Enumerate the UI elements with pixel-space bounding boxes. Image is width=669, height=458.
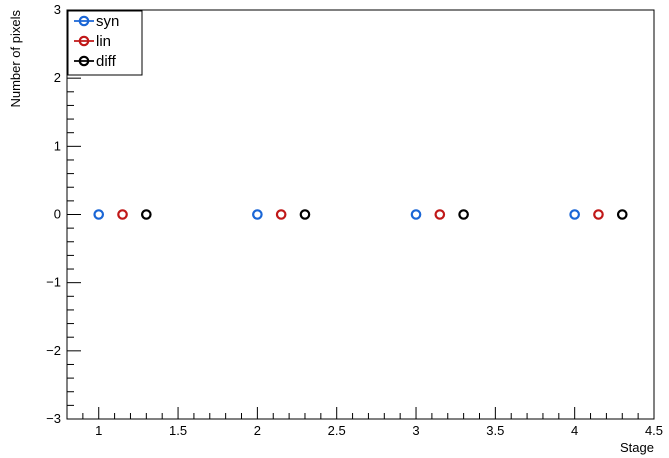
x-tick-label: 3 <box>412 423 419 438</box>
y-tick-label: 1 <box>54 138 61 153</box>
x-tick-label: 4 <box>571 423 578 438</box>
legend-marker-lin <box>78 35 90 47</box>
data-point-diff <box>616 209 628 220</box>
x-axis-title: Stage <box>620 440 654 455</box>
plot-border <box>66 9 655 420</box>
data-point-syn <box>93 209 105 220</box>
legend-label-lin: lin <box>96 33 111 50</box>
data-point-lin <box>593 209 604 220</box>
data-point-syn <box>410 209 422 220</box>
legend-label-diff: diff <box>96 53 117 70</box>
data-point-lin <box>117 209 128 220</box>
x-tick-label: 4.5 <box>645 423 663 438</box>
data-point-diff <box>299 209 311 220</box>
data-point-diff <box>141 209 152 220</box>
y-axis: −3 −2 −1 0 1 2 3 <box>46 2 81 426</box>
data-point-lin <box>434 209 446 220</box>
data-points <box>93 209 628 220</box>
x-tick-label: 2 <box>254 423 261 438</box>
legend-label-syn: syn <box>96 13 119 30</box>
y-axis-title: Number of pixels <box>8 10 23 108</box>
data-point-lin <box>275 209 287 220</box>
data-point-syn <box>569 209 580 220</box>
plot-frame <box>66 9 655 420</box>
x-tick-label: 2.5 <box>328 423 346 438</box>
y-tick-label: 2 <box>54 70 61 85</box>
legend-marker-syn <box>78 15 90 27</box>
x-tick-label: 1.5 <box>169 423 187 438</box>
x-axis: 1 1.5 2 2.5 3 3.5 4 4.5 <box>66 407 663 438</box>
y-tick-label: 0 <box>54 207 61 222</box>
y-tick-label: −1 <box>46 275 61 290</box>
data-point-syn <box>252 209 263 220</box>
y-tick-label: −2 <box>46 343 61 358</box>
y-tick-label: 3 <box>54 2 61 17</box>
x-tick-label: 1 <box>95 423 102 438</box>
y-tick-label: −3 <box>46 411 61 426</box>
data-point-diff <box>458 209 469 220</box>
legend-marker-diff <box>78 55 90 67</box>
legend: syn lin diff <box>67 10 143 76</box>
x-tick-label: 3.5 <box>486 423 504 438</box>
